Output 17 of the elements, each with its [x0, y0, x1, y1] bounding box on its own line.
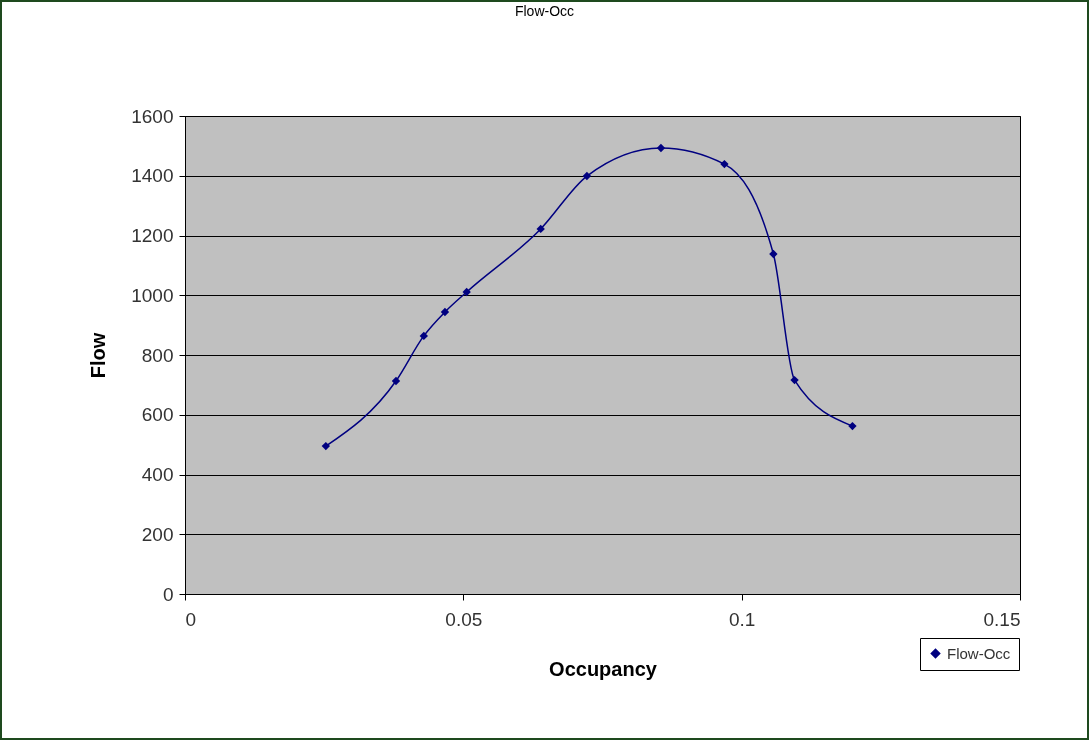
- y-tick-label: 1000: [131, 284, 174, 306]
- x-axis-title: Occupancy: [549, 657, 658, 680]
- y-tick-label: 800: [141, 344, 174, 366]
- y-tick-label: 1400: [131, 165, 174, 187]
- y-tick-label: 0: [162, 583, 174, 605]
- x-tick-label: 0.05: [445, 608, 483, 630]
- x-tick-label: 0: [185, 608, 197, 630]
- y-axis-title: Flow: [87, 332, 110, 379]
- x-tick-label: 0.15: [983, 608, 1021, 630]
- y-tick-label: 400: [141, 464, 174, 485]
- x-tick-label: 0.1: [728, 608, 756, 630]
- y-tick-label: 1600: [131, 105, 174, 127]
- chart-title: Flow-Occ: [514, 3, 575, 19]
- y-tick-label: 200: [141, 523, 174, 545]
- legend-label: Flow-Occ: [947, 644, 1011, 662]
- y-tick-label: 600: [141, 404, 174, 426]
- y-tick-label: 1200: [131, 225, 174, 246]
